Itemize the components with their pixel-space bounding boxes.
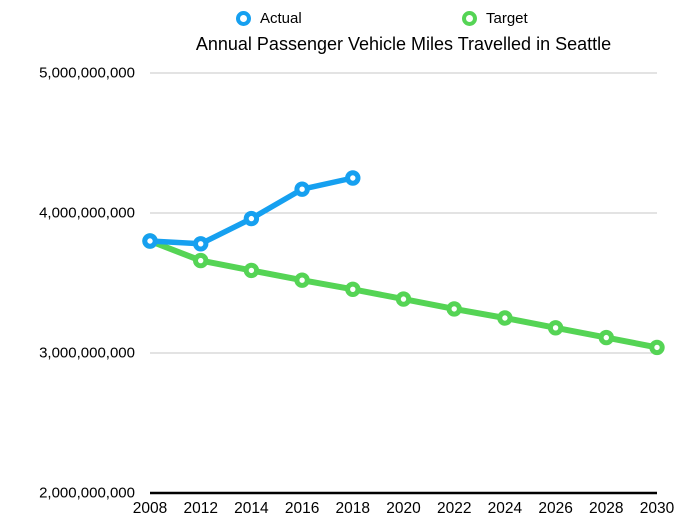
actual-point <box>294 181 310 197</box>
target-point <box>649 339 665 356</box>
y-tick-label: 4,000,000,000 <box>39 205 135 222</box>
target-point <box>497 310 513 326</box>
target-point <box>446 301 462 317</box>
x-tick-label: 2018 <box>336 500 370 517</box>
x-tick-label: 2016 <box>285 500 319 517</box>
target-point <box>193 252 209 269</box>
legend-item-target[interactable]: Target <box>462 10 528 27</box>
y-tick-label: 5,000,000,000 <box>39 65 135 82</box>
x-tick-label: 2030 <box>640 500 675 517</box>
actual-point <box>142 233 158 249</box>
x-tick-label: 2022 <box>437 500 471 517</box>
actual-series-marker-icon <box>236 11 251 26</box>
x-tick-label: 2008 <box>133 500 167 517</box>
legend-label-target: Target <box>486 10 528 27</box>
target-point <box>294 272 310 288</box>
legend-item-actual[interactable]: Actual <box>236 10 302 27</box>
actual-point <box>193 236 209 252</box>
target-point <box>395 291 412 307</box>
legend-label-actual: Actual <box>260 10 302 27</box>
actual-point <box>345 170 361 186</box>
x-tick-label: 2020 <box>386 500 421 517</box>
actual-line <box>147 175 356 247</box>
y-tick-label: 3,000,000,000 <box>39 345 135 362</box>
x-tick-label: 2014 <box>234 500 269 517</box>
actual-point <box>243 210 260 227</box>
target-series-marker-icon <box>462 11 477 26</box>
y-tick-label: 2,000,000,000 <box>39 485 135 502</box>
chart-title: Annual Passenger Vehicle Miles Travelled… <box>195 34 612 54</box>
x-tick-label: 2026 <box>538 500 572 517</box>
target-point <box>243 262 260 279</box>
target-point <box>547 320 564 336</box>
x-tick-label: 2012 <box>183 500 217 517</box>
target-point <box>345 281 361 297</box>
target-point <box>598 329 614 346</box>
x-tick-label: 2024 <box>488 500 523 517</box>
x-tick-label: 2028 <box>589 500 623 517</box>
